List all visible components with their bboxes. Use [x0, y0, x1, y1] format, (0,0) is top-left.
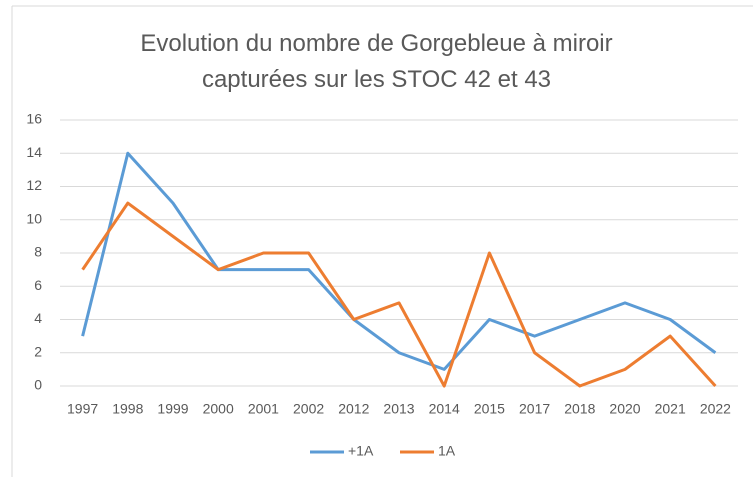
x-tick-label: 2000 — [203, 401, 234, 417]
y-tick-label: 8 — [34, 244, 42, 260]
x-tick-label: 2001 — [248, 401, 279, 417]
x-tick-label: 2017 — [519, 401, 550, 417]
y-tick-label: 14 — [26, 144, 42, 160]
x-tick-label: 1997 — [67, 401, 98, 417]
y-tick-label: 2 — [34, 343, 42, 359]
chart-title: Evolution du nombre de Gorgebleue à miro… — [140, 30, 613, 93]
x-tick-label: 2014 — [429, 401, 460, 417]
line-series — [81, 151, 717, 371]
x-tick-label: 2022 — [700, 401, 731, 417]
y-tick-label: 12 — [26, 177, 42, 193]
x-tick-label: 2018 — [564, 401, 595, 417]
x-tick-label: 2002 — [293, 401, 324, 417]
legend-label: 1A — [438, 443, 456, 459]
x-tick-label: 2013 — [383, 401, 414, 417]
x-tick-label: 2020 — [609, 401, 640, 417]
y-tick-label: 4 — [34, 310, 42, 326]
y-tick-label: 16 — [26, 111, 42, 127]
y-tick-label: 10 — [26, 210, 42, 226]
x-tick-label: 2021 — [655, 401, 686, 417]
x-tick-label: 1999 — [157, 401, 188, 417]
x-tick-label: 1998 — [112, 401, 143, 417]
x-tick-label: 2012 — [338, 401, 369, 417]
line-series — [81, 201, 717, 388]
legend-label: +1A — [348, 443, 374, 459]
y-tick-label: 6 — [34, 277, 42, 293]
x-tick-label: 2015 — [474, 401, 505, 417]
y-tick-label: 0 — [34, 377, 42, 393]
